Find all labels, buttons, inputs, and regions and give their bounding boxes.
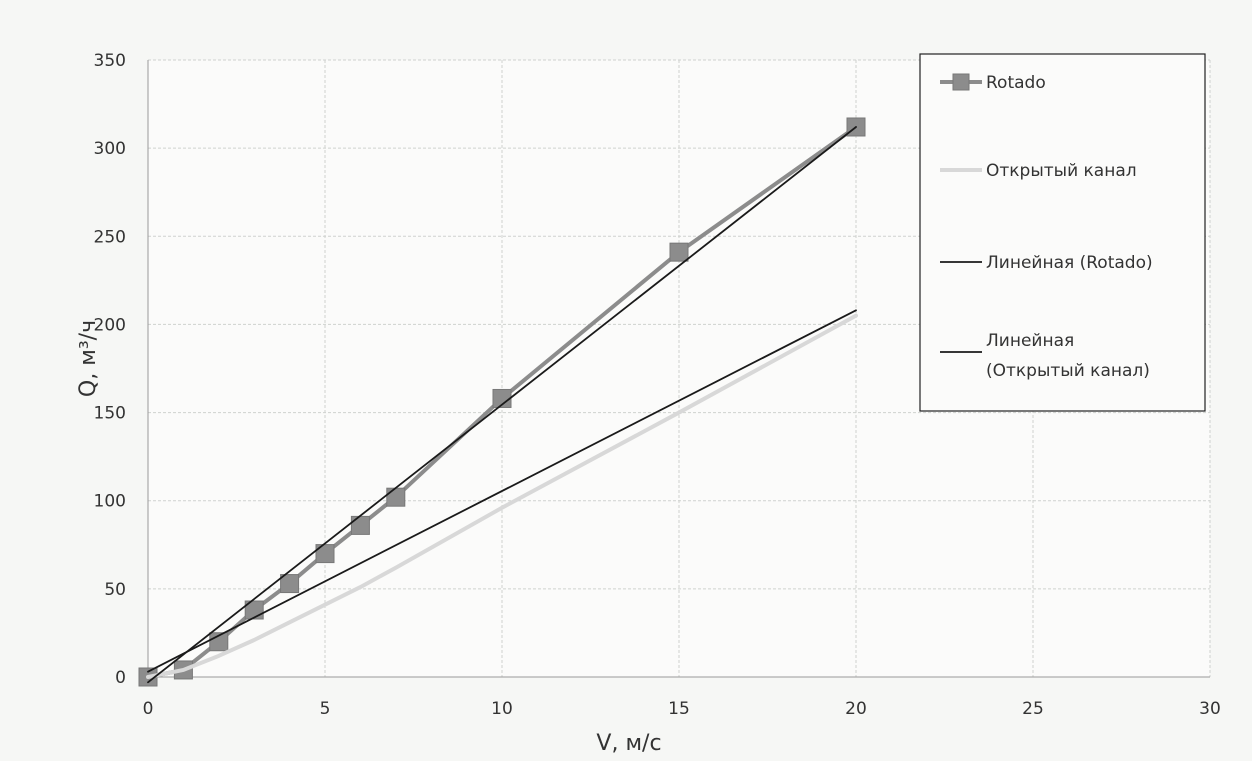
x-tick-label-4: 20 (845, 699, 867, 719)
x-tick-label-0: 0 (143, 699, 154, 719)
y-axis-title: Q, м³/ч (76, 320, 101, 397)
x-tick-label-2: 10 (491, 699, 513, 719)
series-0-point-7 (386, 487, 406, 507)
y-tick-label-3: 150 (94, 404, 126, 424)
series-line-2 (147, 126, 857, 684)
y-tick-label-1: 50 (104, 580, 126, 600)
x-tick-label-5: 25 (1022, 699, 1044, 719)
legend-label-0: Rotado (986, 73, 1046, 93)
series-2 (147, 126, 857, 684)
y-tick-label-7: 350 (94, 51, 126, 71)
legend-marker-0 (952, 73, 970, 91)
series-line-1 (146, 313, 858, 679)
y-tick-label-0: 0 (115, 668, 126, 688)
series-0-point-4 (280, 574, 300, 594)
y-tick-label-5: 250 (94, 227, 126, 247)
y-tick-label-4: 200 (94, 315, 126, 335)
series-3 (147, 309, 857, 673)
x-tick-label-6: 30 (1199, 699, 1221, 719)
x-axis-title: V, м/с (596, 731, 661, 756)
legend: Rotado Открытый канал Линейная (Rotado) Лин… (919, 53, 1206, 412)
series-0-point-9 (669, 242, 689, 262)
x-tick-label-1: 5 (320, 699, 331, 719)
legend-label-2: Линейная (Rotado) (986, 253, 1153, 273)
legend-label-3-line-1: (Открытый канал) (986, 361, 1150, 381)
y-tick-label-2: 100 (94, 492, 126, 512)
x-tick-label-3: 15 (668, 699, 690, 719)
legend-label-3-line-0: Линейная (986, 331, 1074, 351)
series-1 (146, 313, 858, 679)
series-line-3 (147, 309, 857, 673)
legend-label-1: Открытый канал (986, 161, 1137, 181)
legend-box (919, 53, 1206, 412)
y-tick-label-6: 300 (94, 139, 126, 159)
series-0-point-6 (350, 515, 370, 535)
